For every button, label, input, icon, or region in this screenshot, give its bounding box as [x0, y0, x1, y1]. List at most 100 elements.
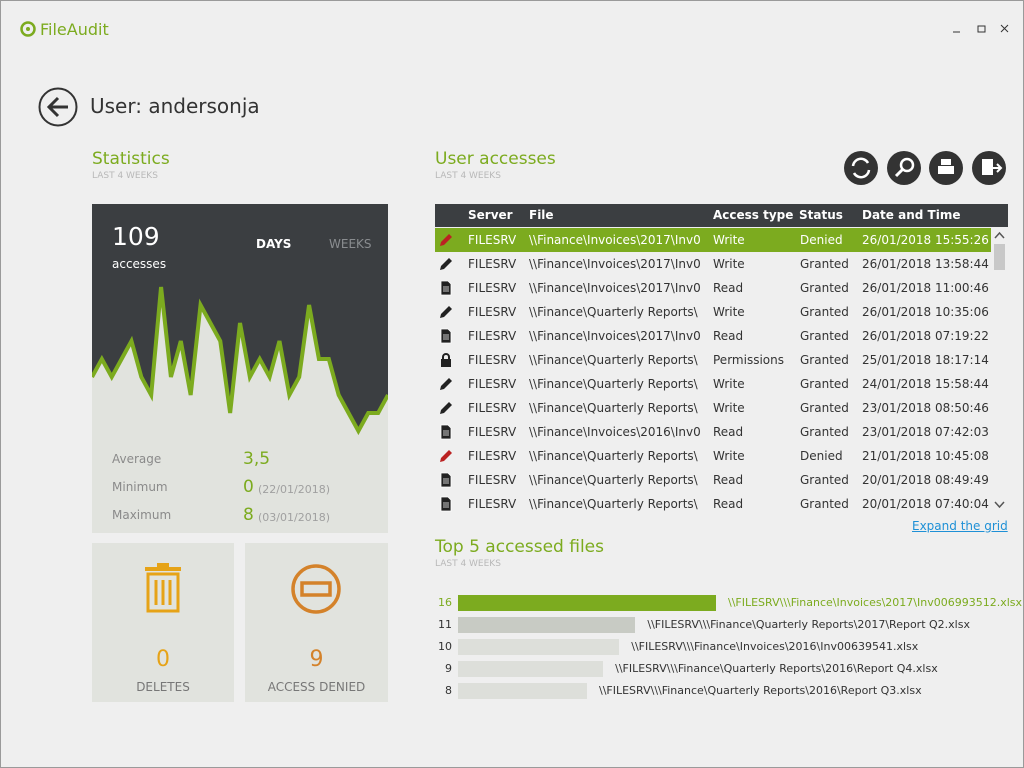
grid-row[interactable]: FILESRV \\Finance\Quarterly Reports\ Write…	[435, 444, 991, 468]
count-label: 8	[445, 684, 452, 697]
refresh-button[interactable]	[844, 151, 878, 185]
grid-cell: 20/01/2018 08:49:49	[862, 473, 989, 487]
stat-date: (03/01/2018)	[258, 511, 330, 524]
grid-cell: 20/01/2018 07:40:04	[862, 497, 989, 511]
grid-row[interactable]: FILESRV \\Finance\Quarterly Reports\ Read G…	[435, 492, 991, 516]
bar	[458, 661, 604, 677]
grid-cell: Denied	[800, 233, 843, 247]
grid-cell: Denied	[800, 449, 843, 463]
icon-shape	[440, 402, 452, 414]
grid-cell: \\Finance\Invoices\2017\Inv0	[529, 257, 701, 271]
grid-cell: FILESRV	[468, 257, 517, 271]
stat-value: 0	[243, 477, 254, 497]
grid-cell: \\Finance\Quarterly Reports\	[529, 305, 698, 319]
grid-row[interactable]: FILESRV \\Finance\Quarterly Reports\ Write…	[435, 396, 991, 420]
file-path: \\FILESRV\\\Finance\Invoices\2017\Inv006…	[728, 596, 1022, 609]
access-icon	[440, 280, 452, 296]
access-icon	[440, 450, 452, 462]
grid-cell: 26/01/2018 10:35:06	[862, 305, 989, 319]
app-title: FileAudit	[40, 20, 109, 39]
count-label: 10	[438, 640, 452, 653]
icon-shape	[440, 234, 452, 246]
grid-cell: \\Finance\Quarterly Reports\	[529, 353, 698, 367]
access-icon	[440, 258, 452, 270]
icon-shape	[440, 424, 452, 440]
grid-row[interactable]: FILESRV \\Finance\Invoices\2017\Inv0 Write…	[435, 228, 991, 252]
icon-shape	[440, 472, 452, 488]
column-header[interactable]: Access type	[713, 208, 794, 222]
window-controls[interactable]	[951, 23, 1011, 37]
export-button[interactable]	[972, 151, 1006, 185]
access-icon	[440, 496, 452, 512]
access-icon	[440, 472, 452, 488]
grid-cell: Granted	[800, 473, 849, 487]
grid-row[interactable]: FILESRV \\Finance\Invoices\2017\Inv0 Read G…	[435, 276, 991, 300]
grid-cell: Granted	[800, 281, 849, 295]
icon-shape	[440, 496, 452, 512]
grid-cell: Read	[713, 329, 744, 343]
access-icon	[440, 424, 452, 440]
grid-cell: 26/01/2018 15:55:26	[862, 233, 989, 247]
grid-row[interactable]: FILESRV \\Finance\Invoices\2016\Inv0 Read G…	[435, 420, 991, 444]
grid-cell: 23/01/2018 08:50:46	[862, 401, 989, 415]
stats-panel: 109 accesses DAYS WEEKS Average 3,5 Mini…	[92, 204, 388, 533]
total-label: accesses	[112, 257, 167, 271]
grid-cell: \\Finance\Quarterly Reports\	[529, 401, 698, 415]
grid-row[interactable]: FILESRV \\Finance\Quarterly Reports\ Permi…	[435, 348, 991, 372]
access-icon	[440, 378, 452, 390]
grid-cell: \\Finance\Quarterly Reports\	[529, 473, 698, 487]
grid-cell: 26/01/2018 13:58:44	[862, 257, 989, 271]
grid-row[interactable]: FILESRV \\Finance\Quarterly Reports\ Write…	[435, 300, 991, 324]
app-logo	[20, 21, 36, 37]
section-subtitle: LAST 4 WEEKS	[435, 559, 501, 569]
column-header[interactable]: Server	[468, 208, 513, 222]
print-button[interactable]	[929, 151, 963, 185]
tab-weeks[interactable]: WEEKS	[329, 237, 372, 251]
stat-label: Minimum	[112, 480, 168, 494]
grid-cell: Granted	[800, 353, 849, 367]
grid-cell: Write	[713, 233, 745, 247]
column-header[interactable]: File	[529, 208, 554, 222]
icon-shape	[440, 258, 452, 270]
grid-cell: FILESRV	[468, 281, 517, 295]
grid-cell: Granted	[800, 329, 849, 343]
stat-value: 8	[243, 505, 254, 525]
grid-row[interactable]: FILESRV \\Finance\Invoices\2017\Inv0 Write…	[435, 252, 991, 276]
deletes-tile: 0 DELETES	[92, 543, 234, 702]
scrollbar[interactable]	[991, 228, 1008, 516]
grid-cell: \\Finance\Quarterly Reports\	[529, 377, 698, 391]
icon-shape	[441, 359, 451, 367]
back-button[interactable]	[38, 87, 78, 127]
denied-icon	[291, 564, 341, 614]
toolbar	[844, 151, 1006, 185]
stat-date: (22/01/2018)	[258, 483, 330, 496]
grid-cell: FILESRV	[468, 425, 517, 439]
grid-cell: \\Finance\Invoices\2017\Inv0	[529, 281, 701, 295]
search-button[interactable]	[887, 151, 921, 185]
grid-cell: Read	[713, 425, 744, 439]
tile-label: DELETES	[136, 680, 190, 694]
bar	[458, 683, 587, 699]
grid-cell: FILESRV	[468, 305, 517, 319]
sparkline-chart	[92, 204, 388, 439]
grid-cell: Granted	[800, 401, 849, 415]
access-icon	[440, 234, 452, 246]
bar	[458, 639, 620, 655]
stat-label: Average	[112, 452, 162, 466]
tab-days[interactable]: DAYS	[256, 237, 292, 251]
bar	[458, 595, 716, 611]
column-header[interactable]: Date and Time	[862, 208, 961, 222]
grid-row[interactable]: FILESRV \\Finance\Invoices\2017\Inv0 Read G…	[435, 324, 991, 348]
expand-link[interactable]: Expand the grid	[912, 519, 1008, 533]
icon-shape	[440, 450, 452, 462]
sparkline-area	[92, 287, 388, 439]
grid-cell: Granted	[800, 425, 849, 439]
grid-cell: \\Finance\Invoices\2017\Inv0	[529, 329, 701, 343]
grid-cell: \\Finance\Quarterly Reports\	[529, 497, 698, 511]
grid-row[interactable]: FILESRV \\Finance\Quarterly Reports\ Write…	[435, 372, 991, 396]
grid-cell: Write	[713, 401, 745, 415]
column-header[interactable]: Status	[799, 208, 843, 222]
grid-row[interactable]: FILESRV \\Finance\Quarterly Reports\ Read G…	[435, 468, 991, 492]
